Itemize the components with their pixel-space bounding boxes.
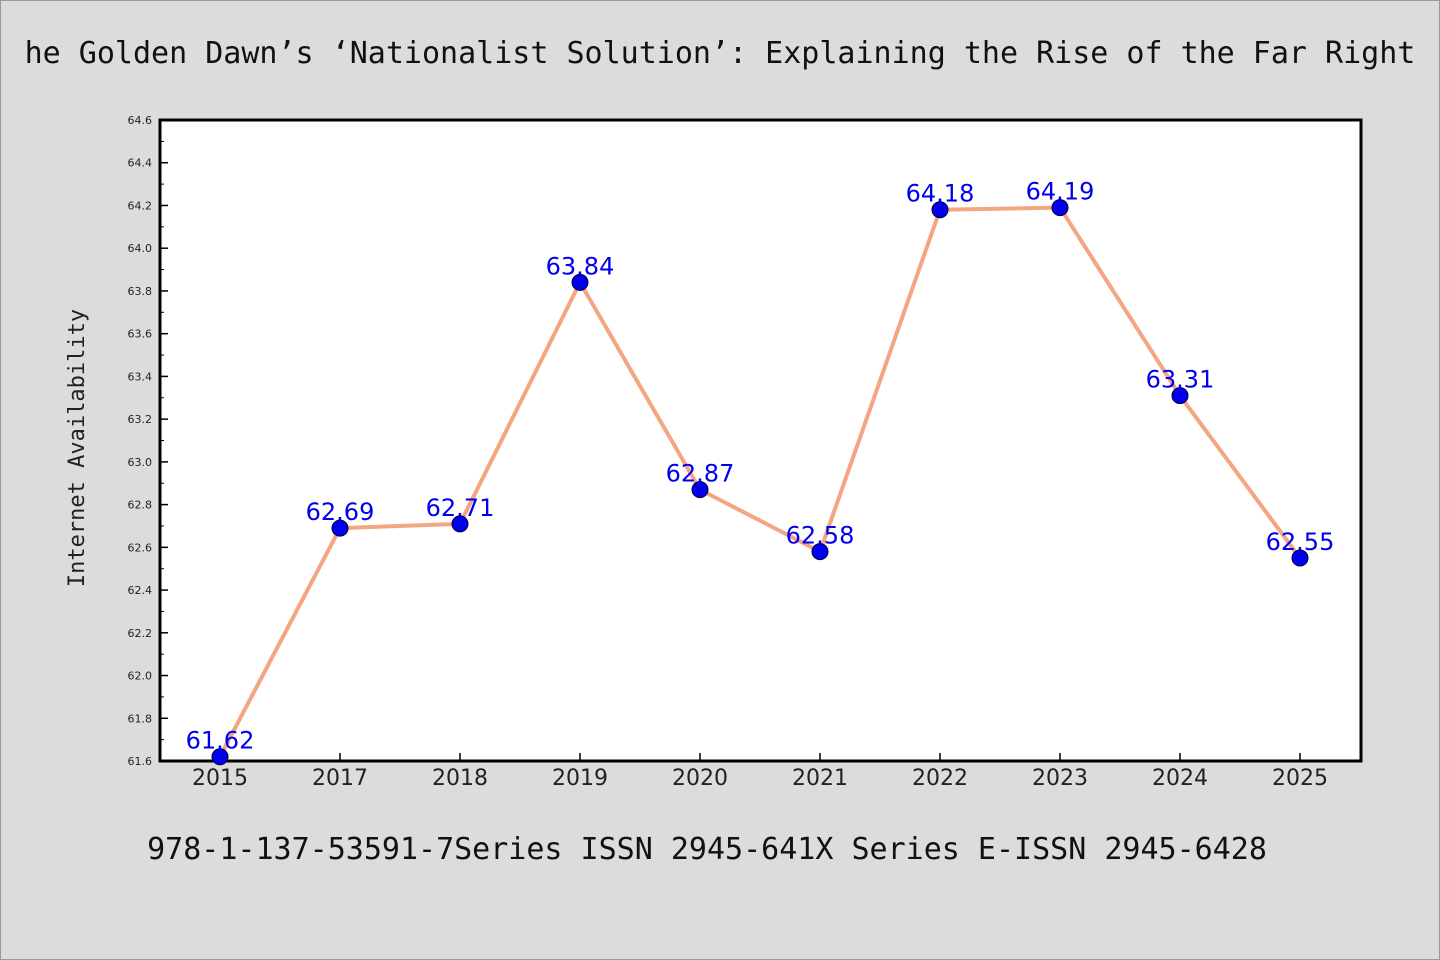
y-tick-label: 63.6 bbox=[128, 328, 153, 341]
y-tick-label: 63.2 bbox=[128, 413, 153, 426]
x-axis: 2015 2017 2018 2019 2020 2021 2022 2023 2024 2025 bbox=[192, 753, 1328, 791]
y-tick-label: 62.0 bbox=[128, 670, 153, 683]
plot-area bbox=[158, 118, 1363, 763]
data-label: 64.19 bbox=[1026, 178, 1095, 206]
data-point bbox=[1051, 199, 1069, 217]
x-tick-label: 2023 bbox=[1032, 766, 1088, 791]
data-label: 61.62 bbox=[186, 727, 255, 755]
x-tick-label: 2025 bbox=[1272, 766, 1328, 791]
y-tick-label: 64.4 bbox=[128, 157, 153, 170]
y-axis: 61.6 61.8 62.0 62.2 62.4 62.6 62.8 63.0 63.2 63.4… bbox=[128, 114, 168, 768]
data-point bbox=[1171, 387, 1189, 405]
data-label: 62.58 bbox=[786, 522, 855, 550]
data-label: 62.71 bbox=[426, 494, 495, 522]
data-point bbox=[451, 515, 469, 533]
data-label: 63.31 bbox=[1146, 366, 1215, 394]
data-point bbox=[211, 748, 229, 766]
data-label: 63.84 bbox=[546, 252, 615, 280]
data-labels: 61.62 62.69 62.71 63.84 62.87 62.58 64.18 64.19… bbox=[186, 178, 1335, 755]
data-point bbox=[1291, 549, 1309, 567]
y-tick-label: 64.6 bbox=[128, 114, 153, 127]
data-point bbox=[811, 543, 829, 561]
y-tick-label: 61.6 bbox=[128, 755, 153, 768]
chart-title: he Golden Dawn’s ‘Nationalist Solution’:… bbox=[24, 36, 1416, 71]
y-tick-label: 64.2 bbox=[128, 199, 153, 212]
y-tick-label: 62.2 bbox=[128, 627, 153, 640]
y-tick-label: 64.0 bbox=[128, 242, 153, 255]
data-point bbox=[691, 481, 709, 499]
series-markers bbox=[211, 199, 1309, 766]
x-tick-label: 2024 bbox=[1152, 766, 1208, 791]
footer-isbn: 978-1-137-53591-7Series ISSN 2945-641X S… bbox=[147, 832, 1267, 867]
y-tick-label: 62.6 bbox=[128, 541, 153, 554]
y-axis-label: Internet Availability bbox=[65, 309, 90, 587]
series-line bbox=[218, 205, 1302, 759]
x-tick-label: 2022 bbox=[912, 766, 968, 791]
y-tick-label: 63.4 bbox=[128, 370, 153, 383]
x-tick-label: 2019 bbox=[552, 766, 608, 791]
x-tick-label: 2018 bbox=[432, 766, 488, 791]
y-tick-label: 62.4 bbox=[128, 584, 153, 597]
x-tick-label: 2015 bbox=[192, 766, 248, 791]
data-label: 62.55 bbox=[1266, 528, 1335, 556]
y-tick-label: 63.8 bbox=[128, 285, 153, 298]
x-tick-label: 2021 bbox=[792, 766, 848, 791]
data-label: 64.18 bbox=[906, 180, 975, 208]
data-point bbox=[931, 201, 949, 219]
data-label: 62.87 bbox=[666, 460, 735, 488]
data-point bbox=[571, 273, 589, 291]
x-tick-label: 2017 bbox=[312, 766, 368, 791]
data-label: 62.69 bbox=[306, 498, 375, 526]
data-point bbox=[331, 519, 349, 537]
y-tick-label: 62.8 bbox=[128, 499, 153, 512]
y-tick-label: 63.0 bbox=[128, 456, 153, 469]
y-tick-label: 61.8 bbox=[128, 712, 153, 725]
x-tick-label: 2020 bbox=[672, 766, 728, 791]
